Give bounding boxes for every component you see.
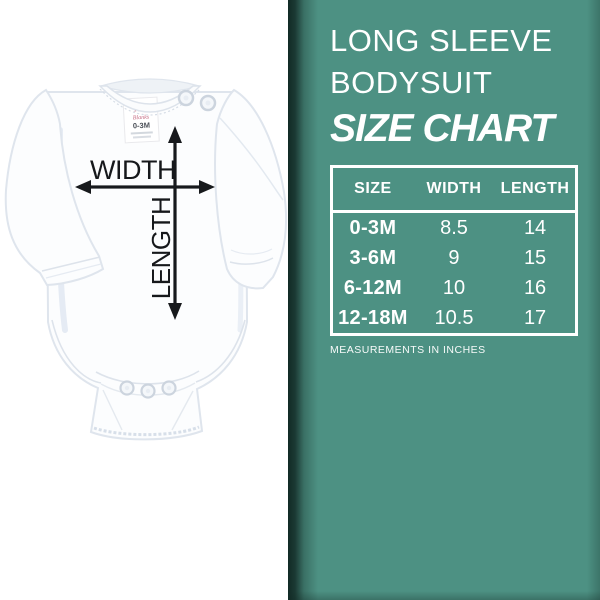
table-row: 6-12M 10 16 <box>332 273 577 303</box>
width-cell: 10 <box>442 276 466 299</box>
col-header-size: SIZE <box>331 166 413 213</box>
size-cell: 3-6M <box>349 246 397 269</box>
width-cell: 8.5 <box>440 216 468 239</box>
size-cell: 6-12M <box>343 276 403 299</box>
title-line-3: SIZE CHART <box>330 107 554 150</box>
crotch-snaps <box>119 380 177 399</box>
length-cell: 17 <box>523 306 547 329</box>
length-cell: 15 <box>523 246 547 269</box>
table-row: 0-3M 8.5 14 <box>332 212 577 244</box>
width-cell: 9 <box>448 246 460 269</box>
bodysuit-graphic: AJ Blanks 0-3M <box>4 78 288 441</box>
length-arrow <box>168 126 182 320</box>
bodysuit-photo-area: AJ Blanks 0-3M <box>0 0 288 600</box>
size-table: SIZE WIDTH LENGTH 0-3M 8.5 14 3-6M 9 15 … <box>330 165 578 336</box>
length-cell: 14 <box>523 216 547 239</box>
width-cell: 10.5 <box>434 306 474 329</box>
bodysuit-illustration: AJ Blanks 0-3M <box>4 78 288 441</box>
size-chart-panel: LONG SLEEVE BODYSUIT SIZE CHART SIZE WID… <box>288 0 600 600</box>
col-header-width: WIDTH <box>412 166 496 213</box>
size-cell: 12-18M <box>338 306 408 329</box>
width-label: WIDTH <box>90 155 176 185</box>
title-line-1: LONG SLEEVE <box>330 23 553 58</box>
length-label: LENGTH <box>146 197 176 299</box>
tag-size-label: 0-3M <box>133 121 151 131</box>
size-table-header-row: SIZE WIDTH LENGTH <box>331 166 577 213</box>
units-footnote: MEASUREMENTS IN INCHES <box>330 344 486 356</box>
size-cell: 0-3M <box>349 216 397 239</box>
width-arrow <box>75 180 215 194</box>
shoulder-snaps <box>177 89 217 112</box>
col-header-length: LENGTH <box>495 166 577 213</box>
table-row: 3-6M 9 15 <box>332 243 577 273</box>
table-row: 12-18M 10.5 17 <box>332 303 577 335</box>
length-cell: 16 <box>523 276 547 299</box>
title-line-2: BODYSUIT <box>330 65 493 100</box>
tag-brand-sub: Blanks <box>133 115 150 122</box>
